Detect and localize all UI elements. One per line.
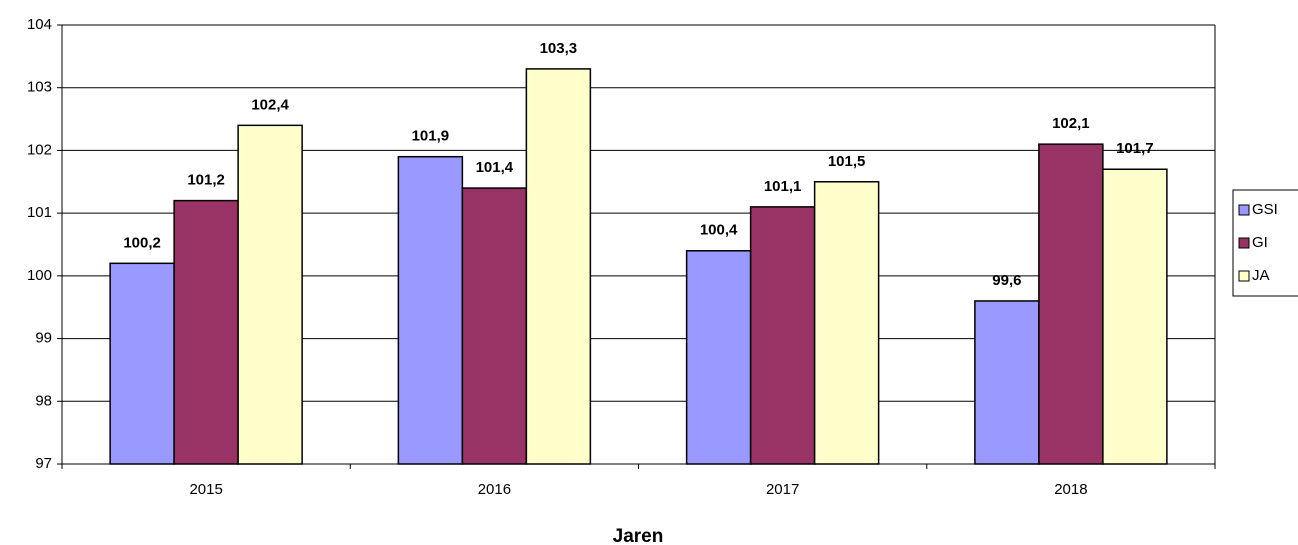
- value-label: 101,9: [412, 128, 450, 145]
- bar: [974, 300, 1040, 465]
- bar: [813, 181, 880, 465]
- legend-label: GSI: [1252, 201, 1278, 218]
- value-label: 101,7: [1116, 140, 1154, 157]
- y-tick-label: 99: [35, 330, 52, 347]
- value-label: 101,1: [764, 178, 802, 195]
- value-label: 101,2: [187, 172, 225, 189]
- y-tick-label: 103: [27, 79, 52, 96]
- value-label: 100,4: [700, 222, 738, 239]
- bar: [1038, 143, 1104, 465]
- x-tick-label: 2015: [189, 481, 222, 498]
- bar: [525, 68, 592, 465]
- bar: [1102, 168, 1168, 465]
- value-label: 103,3: [540, 40, 578, 57]
- value-label: 101,4: [476, 159, 514, 176]
- y-tick-label: 97: [35, 455, 52, 472]
- legend-swatch: [1238, 204, 1250, 216]
- x-tick-label: 2016: [478, 481, 511, 498]
- x-tick-label: 2018: [1054, 481, 1087, 498]
- bar: [173, 199, 239, 465]
- y-tick-label: 100: [27, 267, 52, 284]
- bar: [685, 250, 752, 465]
- y-tick-label: 104: [27, 16, 52, 33]
- value-label: 101,5: [828, 153, 866, 170]
- x-tick-label: 2017: [766, 481, 799, 498]
- bar: [461, 187, 528, 465]
- bar: [749, 206, 816, 465]
- legend-swatch: [1238, 270, 1250, 282]
- x-axis-title: Jaren: [613, 526, 664, 545]
- bar: [397, 155, 464, 465]
- value-label: 100,2: [123, 234, 161, 251]
- value-label: 102,1: [1052, 115, 1090, 132]
- legend-label: GI: [1252, 234, 1268, 251]
- bar: [109, 262, 175, 465]
- bar: [237, 124, 303, 465]
- value-label: 102,4: [251, 96, 289, 113]
- y-tick-label: 98: [35, 392, 52, 409]
- y-tick-label: 101: [27, 204, 52, 221]
- legend-swatch: [1238, 237, 1250, 249]
- y-tick-label: 102: [27, 141, 52, 158]
- legend-label: JA: [1252, 267, 1270, 284]
- value-label: 99,6: [992, 272, 1021, 289]
